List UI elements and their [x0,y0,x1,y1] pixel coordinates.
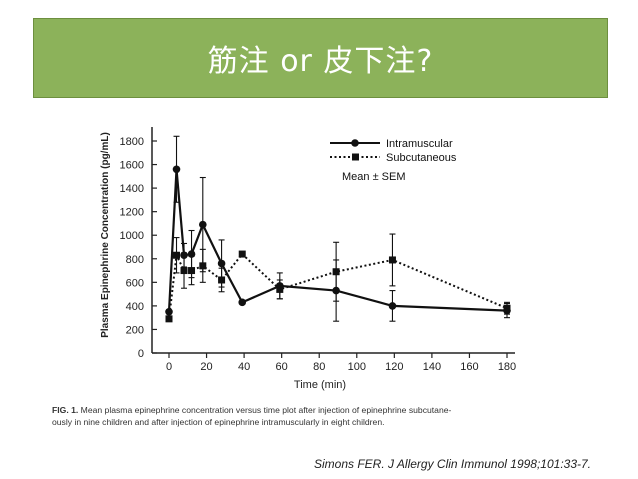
x-tick-label: 60 [276,361,288,373]
x-tick-label: 100 [348,361,366,373]
y-tick-label: 1600 [120,160,144,172]
data-point-square [276,285,284,293]
x-tick-label: 120 [385,361,403,373]
legend-label: Intramuscular [386,138,453,150]
x-tick-label: 140 [423,361,441,373]
x-tick-label: 40 [238,361,250,373]
x-tick-label: 180 [498,361,516,373]
data-point-square [238,250,246,258]
x-tick-label: 160 [460,361,478,373]
legend-annotation: Mean ± SEM [342,171,406,183]
legend-marker-circle [351,139,359,147]
x-tick-label: 80 [313,361,325,373]
x-tick-label: 0 [166,361,172,373]
chart-marks [165,135,511,323]
chart-legend: Intramuscular Subcutaneous Mean ± SEM [330,138,457,183]
y-tick-label: 1800 [120,136,144,148]
x-tick-label: 20 [200,361,212,373]
x-axis-title: Time (min) [294,379,346,391]
y-axis-title: Plasma Epinephrine Concentration (pg/mL) [100,132,111,338]
data-point-square [332,268,340,276]
data-point-circle [388,302,397,310]
data-point-square [218,276,226,284]
citation: Simons FER. J Allergy Clin Immunol 1998;… [314,457,592,471]
data-point-square [188,267,196,275]
data-point-square [173,251,181,259]
y-tick-label: 600 [126,277,144,289]
data-point-square [165,315,173,323]
chart-axes: 0 200 400 600 800 1000 1200 1400 1600 1800 0 20 40 60… [100,127,516,391]
y-tick-label: 1400 [120,183,144,195]
data-point-circle [238,298,247,307]
slide-title: 筋注 or 皮下注? [207,44,434,79]
data-point-circle [165,307,173,316]
y-tick-label: 0 [138,348,144,360]
data-point-circle [199,220,207,229]
legend-label: Subcutaneous [386,152,457,164]
y-tick-label: 1200 [120,207,144,219]
data-point-square [503,304,511,312]
figure-caption: FIG. 1. Mean plasma epinephrine concentr… [52,404,592,428]
y-tick-label: 400 [126,301,144,313]
caption-label: FIG. 1. [52,405,79,415]
data-point-square [388,256,396,264]
legend-marker-square [352,153,359,161]
caption-line2: ously in nine children and after injecti… [52,417,385,427]
data-point-square [180,267,188,275]
data-point-square [199,262,207,270]
data-point-circle [172,165,181,174]
caption-line1: Mean plasma epinephrine concentration ve… [80,405,452,415]
title-banner: 筋注 or 皮下注? [33,18,608,98]
y-tick-label: 1000 [120,230,144,242]
data-point-circle [217,259,226,268]
y-tick-label: 800 [126,254,144,266]
y-tick-label: 200 [126,324,144,336]
